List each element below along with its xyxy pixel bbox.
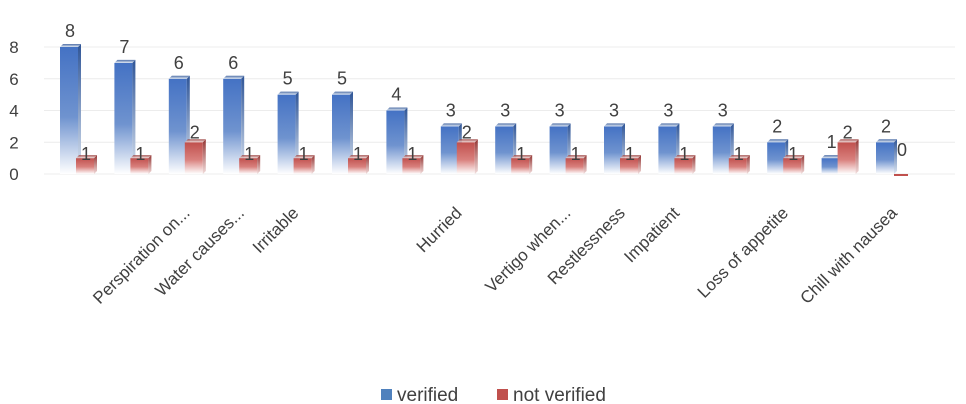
not-verified-data-label: 1 [244, 144, 254, 164]
bars [60, 44, 908, 176]
legend-swatch [381, 389, 392, 400]
x-tick-label: Hurried [413, 203, 466, 256]
not-verified-bar [348, 155, 369, 174]
verified-data-label: 3 [500, 100, 510, 120]
verified-bar [876, 139, 897, 174]
verified-bar [277, 91, 299, 174]
legend-label: verified [397, 385, 458, 404]
not-verified-bar [184, 139, 206, 174]
not-verified-data-label: 1 [625, 144, 635, 164]
x-axis: Perspiration on...Water causes... Irritab… [89, 203, 901, 308]
not-verified-data-label: 2 [462, 122, 472, 142]
not-verified-bar [783, 155, 805, 174]
not-verified-data-label: 1 [788, 144, 798, 164]
verified-data-label: 6 [228, 53, 238, 73]
not-verified-data-label: 2 [843, 122, 853, 142]
legend: verified not verified [381, 385, 606, 404]
not-verified-bar [511, 155, 533, 174]
verified-data-label: 6 [174, 53, 184, 73]
not-verified-data-label: 1 [734, 144, 744, 164]
not-verified-bar [565, 155, 587, 174]
verified-data-label: 2 [881, 116, 891, 136]
verified-data-label: 3 [609, 100, 619, 120]
verified-bar [658, 123, 680, 174]
not-verified-bar [130, 155, 152, 174]
not-verified-data-label: 1 [81, 144, 91, 164]
x-tick-label: Perspiration on... [89, 203, 193, 307]
not-verified-data-label: 2 [190, 122, 200, 142]
verified-data-label: 5 [337, 69, 347, 89]
not-verified-bar [456, 139, 478, 174]
not-verified-data-label: 1 [407, 144, 417, 164]
not-verified-bar [837, 139, 859, 174]
legend-swatch [497, 389, 508, 400]
y-axis: 0 2 4 6 8 [9, 38, 18, 184]
y-tick-label: 0 [9, 165, 18, 184]
y-tick-label: 2 [9, 133, 18, 152]
verified-data-label: 4 [391, 85, 401, 105]
x-tick-label: Chill with nausea [797, 203, 902, 308]
not-verified-bar [402, 155, 424, 174]
legend-verified: verified [381, 385, 458, 404]
verified-bar [60, 44, 81, 174]
x-tick-label: Impatient [620, 203, 683, 266]
not-verified-data-label: 1 [571, 144, 581, 164]
verified-data-label: 3 [446, 100, 456, 120]
not-verified-bar [293, 155, 315, 174]
x-tick-label: Irritable [249, 203, 303, 257]
y-tick-label: 8 [9, 38, 18, 57]
not-verified-data-label: 0 [897, 140, 907, 160]
verified-data-label: 2 [772, 116, 782, 136]
y-tick-label: 4 [9, 102, 18, 121]
verified-data-label: 5 [283, 69, 293, 89]
verified-bar [332, 91, 353, 174]
y-tick-label: 6 [9, 70, 18, 89]
verified-data-label: 3 [718, 100, 728, 120]
not-verified-bar [620, 155, 641, 174]
not-verified-bar [674, 155, 696, 174]
verified-data-label: 8 [65, 21, 75, 41]
verified-data-label: 1 [827, 132, 837, 152]
not-verified-bar [728, 155, 750, 174]
x-tick-label: Loss of appetite [694, 203, 792, 301]
legend-label: not verified [513, 385, 606, 404]
verified-bar [223, 75, 245, 174]
not-verified-bar [239, 155, 261, 174]
verified-bar [168, 75, 190, 174]
not-verified-data-label: 1 [679, 144, 689, 164]
not-verified-data-label: 1 [516, 144, 526, 164]
not-verified-bar [76, 155, 97, 174]
not-verified-bar [894, 174, 908, 176]
verified-data-label: 3 [555, 100, 565, 120]
legend-not-verified: not verified [497, 385, 606, 404]
verified-bar [114, 59, 136, 174]
not-verified-data-label: 1 [353, 144, 363, 164]
verified-data-label: 3 [663, 100, 673, 120]
not-verified-data-label: 1 [299, 144, 309, 164]
not-verified-data-label: 1 [135, 144, 145, 164]
verified-data-label: 7 [119, 37, 129, 57]
